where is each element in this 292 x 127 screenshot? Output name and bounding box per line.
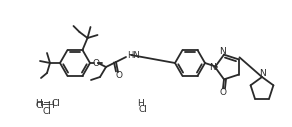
Text: H: H — [47, 100, 54, 109]
Text: −: − — [42, 100, 50, 110]
Text: H: H — [137, 99, 143, 107]
Text: Cl: Cl — [139, 106, 147, 115]
Text: N: N — [208, 62, 215, 72]
Text: O: O — [116, 72, 123, 81]
Text: O: O — [93, 59, 100, 67]
Text: −: − — [43, 98, 51, 108]
Text: H: H — [35, 99, 42, 107]
Text: N: N — [259, 69, 265, 78]
Text: Cl: Cl — [35, 100, 44, 109]
Text: Cl: Cl — [52, 99, 61, 107]
Text: O: O — [220, 88, 227, 97]
Text: N: N — [220, 47, 226, 56]
Text: Cl: Cl — [43, 107, 51, 115]
Text: HN: HN — [127, 51, 140, 60]
